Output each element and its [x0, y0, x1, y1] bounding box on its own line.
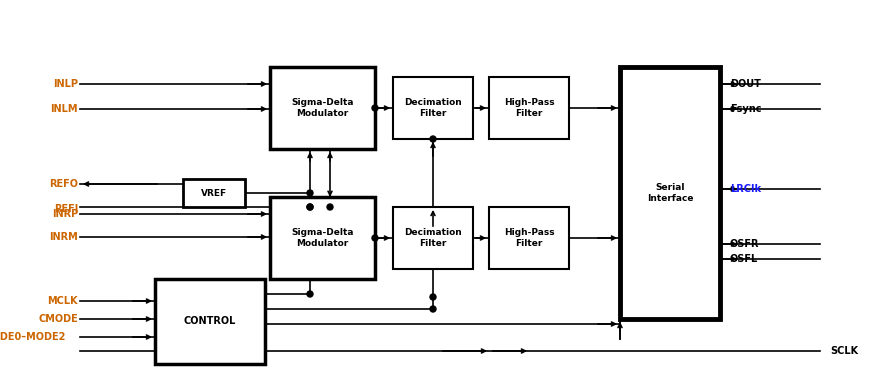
Bar	[155, 279, 265, 364]
Text: Decimation
Filter: Decimation Filter	[404, 98, 462, 118]
Text: INRP: INRP	[51, 209, 78, 219]
Bar	[393, 77, 473, 139]
Text: DOUT: DOUT	[730, 79, 761, 89]
Bar	[270, 67, 375, 149]
Text: High-Pass
Filter: High-Pass Filter	[503, 98, 555, 118]
Text: REFO: REFO	[49, 179, 78, 189]
Text: OSFL: OSFL	[730, 254, 758, 264]
Circle shape	[307, 291, 313, 297]
Circle shape	[430, 306, 436, 312]
Circle shape	[327, 204, 333, 210]
Circle shape	[307, 204, 313, 210]
Circle shape	[307, 204, 313, 210]
Circle shape	[372, 105, 378, 111]
Text: Decimation
Filter: Decimation Filter	[404, 228, 462, 248]
Text: High-Pass
Filter: High-Pass Filter	[503, 228, 555, 248]
Text: MODE0–MODE2: MODE0–MODE2	[0, 332, 66, 342]
Text: INRM: INRM	[50, 232, 78, 242]
Text: SCLK: SCLK	[830, 346, 859, 356]
Text: CMODE: CMODE	[38, 314, 78, 324]
Bar	[270, 197, 375, 279]
Circle shape	[307, 190, 313, 196]
Text: LRClk: LRClk	[730, 184, 761, 194]
Text: OSFR: OSFR	[730, 239, 759, 249]
Text: Sigma-Delta
Modulator: Sigma-Delta Modulator	[291, 228, 354, 248]
Bar	[620, 67, 720, 319]
Text: Serial
Interface: Serial Interface	[647, 183, 693, 203]
Text: REFI: REFI	[54, 204, 78, 214]
Bar	[393, 207, 473, 269]
Circle shape	[430, 294, 436, 300]
Bar	[489, 77, 569, 139]
Text: CONTROL: CONTROL	[183, 317, 237, 327]
Circle shape	[372, 235, 378, 241]
Text: Fsync: Fsync	[730, 104, 761, 114]
Text: MCLK: MCLK	[47, 296, 78, 306]
Bar	[489, 207, 569, 269]
Text: VREF: VREF	[201, 189, 227, 197]
Circle shape	[430, 136, 436, 142]
Text: Sigma-Delta
Modulator: Sigma-Delta Modulator	[291, 98, 354, 118]
Text: INLP: INLP	[53, 79, 78, 89]
Text: INLM: INLM	[51, 104, 78, 114]
Bar	[183, 179, 245, 207]
